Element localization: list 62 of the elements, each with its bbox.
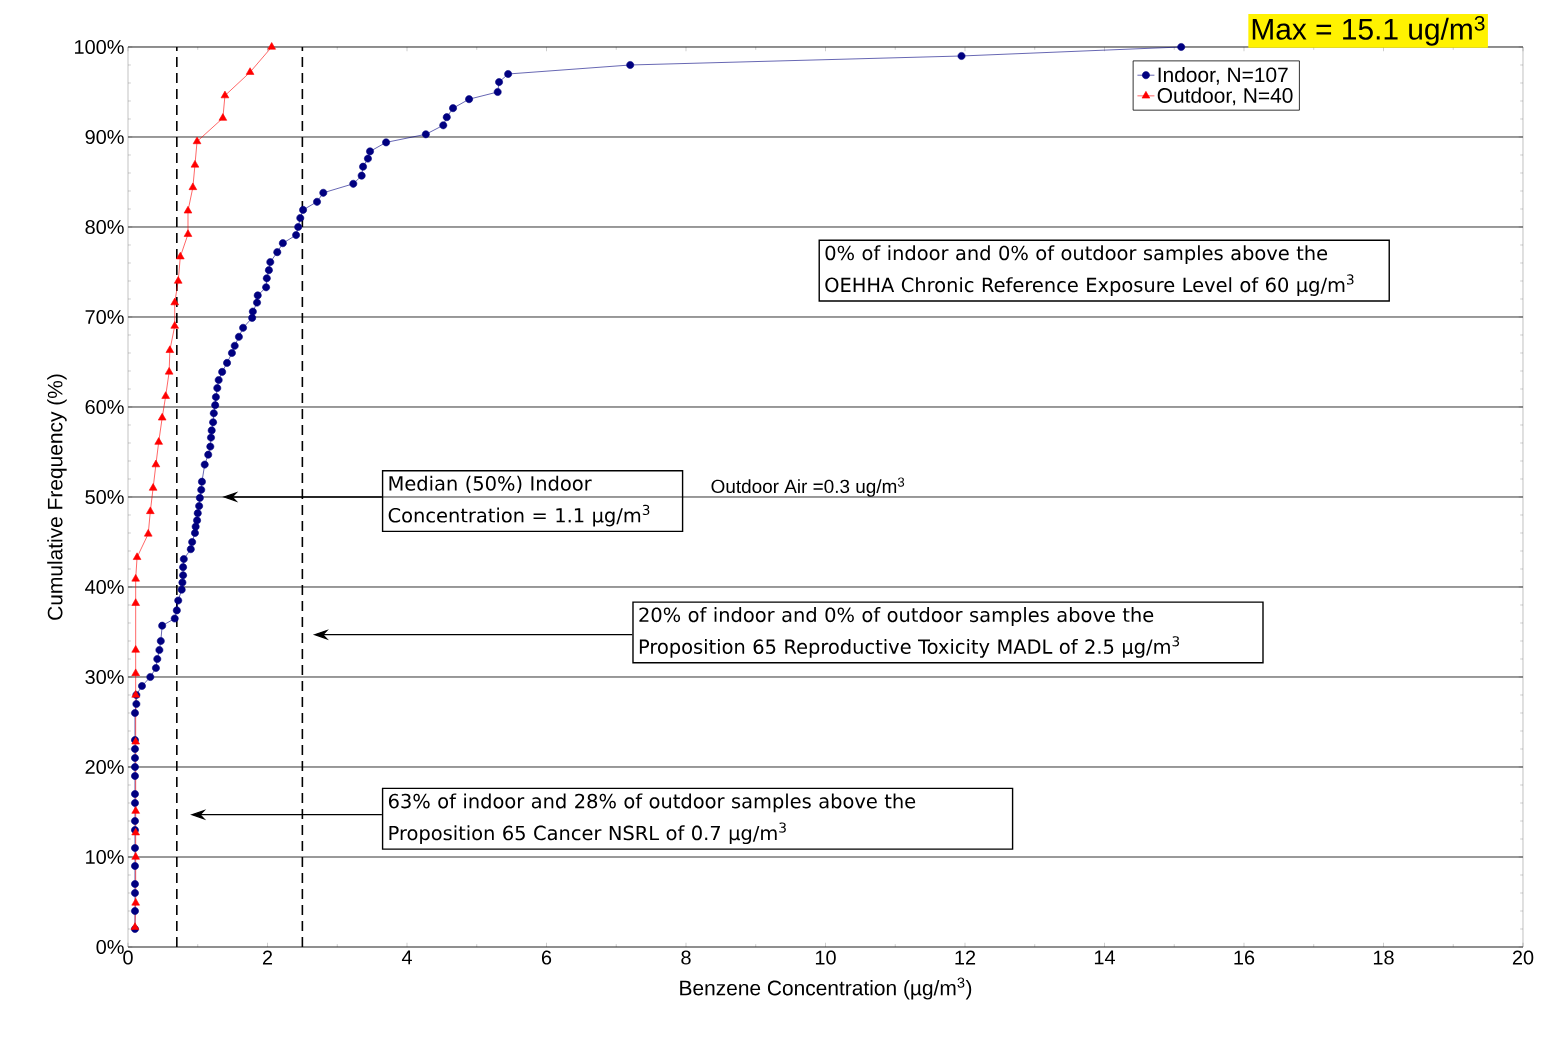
point xyxy=(176,251,185,260)
point xyxy=(218,113,228,121)
x-tick-label: 8 xyxy=(681,950,691,965)
x-tick-label: 4 xyxy=(401,950,412,965)
point xyxy=(188,182,198,190)
y-tick-label: 100% xyxy=(75,39,124,55)
x-tick-label: 14 xyxy=(1094,950,1115,965)
point xyxy=(190,160,200,168)
point xyxy=(131,574,140,582)
annotation: Median (50%) Indoor Concentration = 1.1 µg/m$^{3}$ xyxy=(388,475,650,527)
x-tick-label: 12 xyxy=(955,950,976,965)
point xyxy=(220,90,230,99)
legend-label: Outdoor, N=40 xyxy=(1157,87,1293,106)
y-tick-label: 10% xyxy=(86,849,124,865)
point xyxy=(131,598,140,606)
y-tick-label: 90% xyxy=(85,129,124,145)
x-tick-label: 20 xyxy=(1512,950,1534,965)
y-tick-label: 60% xyxy=(85,399,124,415)
point xyxy=(267,42,276,50)
point xyxy=(161,391,170,399)
y-axis-title: Cumulative Frequency (%) xyxy=(47,374,67,620)
y-tick-label: 40% xyxy=(85,579,124,595)
y-tick-label: 0% xyxy=(96,939,124,955)
x-tick-label: 0 xyxy=(123,950,133,965)
point xyxy=(154,437,163,445)
point xyxy=(146,506,155,514)
annotation: 20% of indoor and 0% of outdoor samples above the Proposition 65 Reproductive Toxicity MADL of 2.5 µg/m$^{3}$ xyxy=(639,607,1180,658)
point xyxy=(131,898,140,906)
point xyxy=(170,321,179,329)
point xyxy=(148,483,158,491)
text: Max = 15.1 ug/m$^{3}$ xyxy=(1252,15,1485,46)
point xyxy=(174,276,183,284)
point xyxy=(183,206,193,214)
y-tick-label: 80% xyxy=(85,219,124,235)
y-tick-label: 30% xyxy=(85,669,124,685)
legend-label: Indoor, N=107 xyxy=(1158,66,1288,85)
x-axis-title: Benzene Concentration (µg/m$^{3}$) xyxy=(680,977,972,1000)
point xyxy=(165,345,175,353)
y-tick-label: 70% xyxy=(85,309,124,325)
y-tick-label: 20% xyxy=(85,759,124,775)
point xyxy=(157,413,167,421)
annotation: Outdoor Air =0.3 ug/m$^{3}$ xyxy=(711,477,905,497)
point xyxy=(170,297,179,306)
point xyxy=(131,645,140,653)
point xyxy=(131,668,140,676)
point xyxy=(151,459,161,468)
point xyxy=(131,852,140,860)
point xyxy=(183,229,193,237)
x-tick-label: 10 xyxy=(815,950,836,965)
x-tick-label: 18 xyxy=(1373,950,1394,965)
point xyxy=(245,67,255,75)
x-tick-label: 16 xyxy=(1234,950,1255,965)
annotation: 63% of indoor and 28% of outdoor samples above the Proposition 65 Cancer NSRL of 0.7 µg/m$^{3}$ xyxy=(388,793,916,845)
annotation: 0% of indoor and 0% of outdoor samples above the OEHHA Chronic Reference Exposure Level of 60 µg/m$^{3}$ xyxy=(825,245,1354,296)
y-tick-label: 50% xyxy=(85,489,124,505)
point xyxy=(131,806,140,814)
point xyxy=(192,136,202,145)
point xyxy=(144,529,153,537)
x-tick-label: 2 xyxy=(262,950,273,965)
x-tick-label: 6 xyxy=(541,950,552,965)
point xyxy=(164,367,174,375)
point xyxy=(132,552,142,560)
